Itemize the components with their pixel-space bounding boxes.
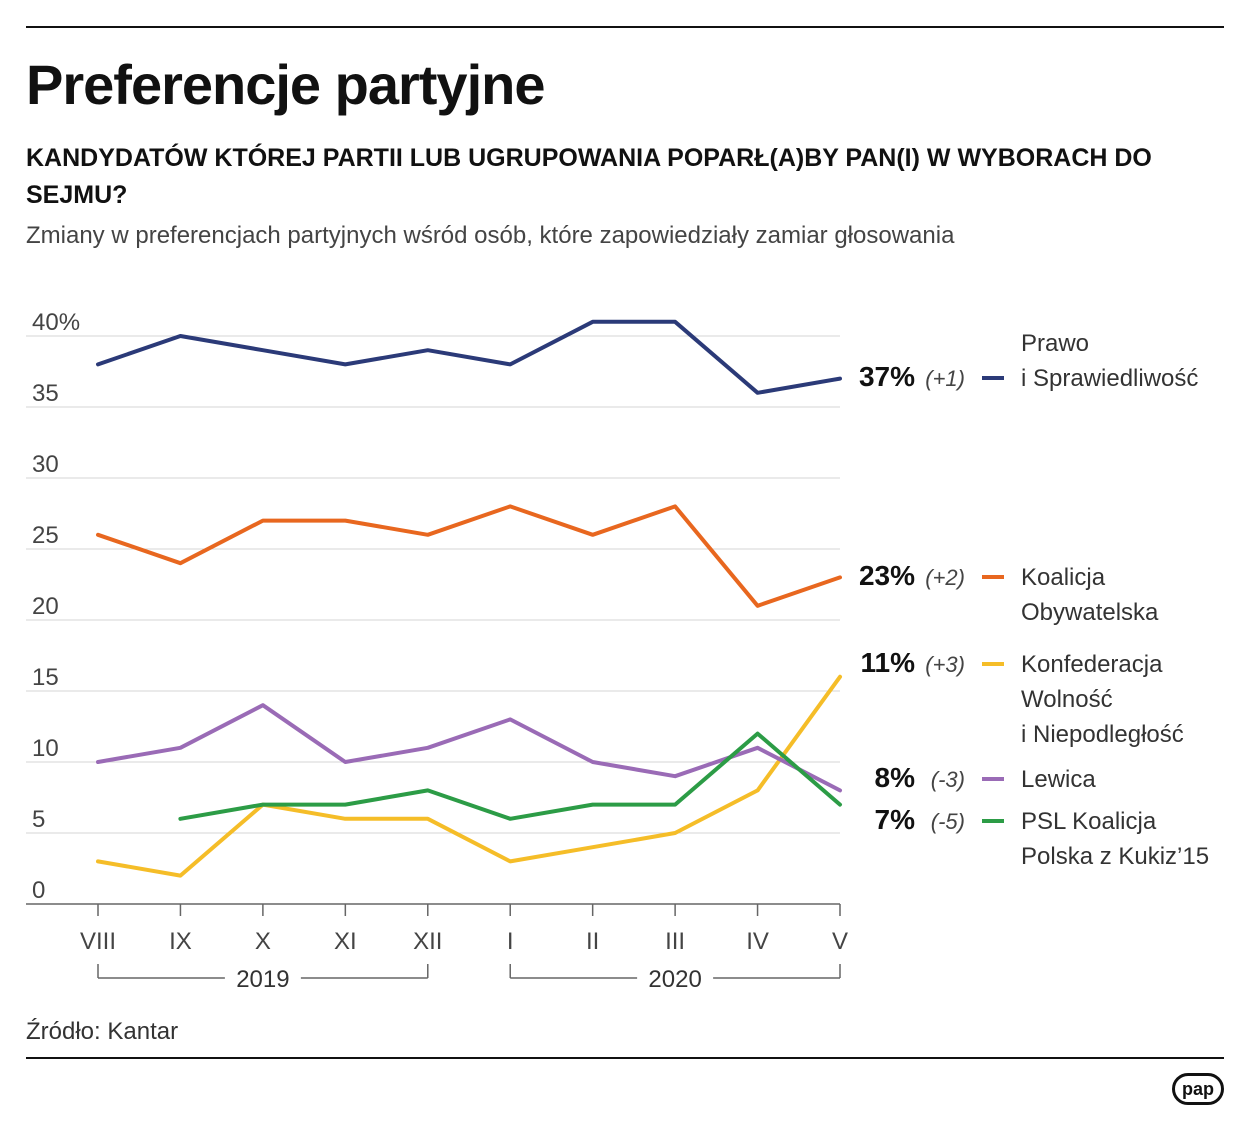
series-line	[96, 319, 842, 395]
legend-label: Prawo	[1021, 330, 1089, 357]
x-tick-label: X	[255, 928, 271, 955]
y-tick-label: 25	[32, 522, 59, 549]
source-note: Źródło: Kantar	[26, 1018, 179, 1045]
legend-label: i Niepodległość	[1021, 721, 1184, 748]
series-line	[96, 703, 842, 793]
year-label: 2019	[236, 966, 289, 993]
series-value-label: 11%	[861, 647, 916, 678]
x-tick-label: XII	[413, 928, 442, 955]
x-tick-label: V	[832, 928, 848, 955]
chart-description: Zmiany w preferencjach partyjnych wśród …	[26, 222, 955, 249]
series-change-label: (+1)	[925, 366, 965, 391]
series-line	[96, 674, 842, 878]
series-line	[96, 504, 842, 608]
top-rule	[26, 26, 1224, 28]
x-tick-label: XI	[334, 928, 357, 955]
y-tick-label: 10	[32, 735, 59, 762]
pap-logo-text: pap	[1182, 1079, 1214, 1099]
legend-label: Wolność	[1021, 686, 1113, 713]
page-title: Preferencje partyjne	[26, 53, 545, 116]
legend-label: Koalicja	[1021, 564, 1106, 591]
y-tick-label: 15	[32, 664, 59, 691]
legend-label: Polska z Kukiz’15	[1021, 843, 1209, 870]
y-tick-label: 30	[32, 451, 59, 478]
series-line	[178, 731, 842, 821]
series-value-label: 7%	[875, 804, 916, 835]
y-tick-label: 5	[32, 806, 45, 833]
y-tick-label: 20	[32, 593, 59, 620]
chart-subtitle: KANDYDATÓW KTÓREJ PARTII LUB UGRUPOWANIA…	[26, 144, 1152, 209]
y-tick-label: 40%	[32, 309, 80, 336]
y-tick-label: 35	[32, 380, 59, 407]
series-change-label: (-5)	[931, 809, 965, 834]
series-change-label: (+3)	[925, 652, 965, 677]
y-tick-label: 0	[32, 877, 45, 904]
legend-label: Obywatelska	[1021, 599, 1159, 626]
legend-label: PSL Koalicja	[1021, 808, 1157, 835]
legend-label: Lewica	[1021, 766, 1096, 793]
x-tick-label: II	[586, 928, 599, 955]
series-change-label: (+2)	[925, 565, 965, 590]
series-value-label: 37%	[859, 361, 915, 392]
x-tick-label: VIII	[80, 928, 116, 955]
series-change-label: (-3)	[931, 767, 965, 792]
legend-label: i Sprawiedliwość	[1021, 365, 1198, 392]
bottom-rule	[26, 1057, 1224, 1059]
x-tick-label: IX	[169, 928, 192, 955]
series-value-label: 23%	[859, 560, 915, 591]
legend-label: Konfederacja	[1021, 651, 1163, 678]
pap-logo: pap	[1172, 1073, 1224, 1105]
x-tick-label: III	[665, 928, 685, 955]
year-label: 2020	[648, 966, 701, 993]
series-value-label: 8%	[875, 762, 916, 793]
x-tick-label: IV	[746, 928, 769, 955]
x-tick-label: I	[507, 928, 514, 955]
